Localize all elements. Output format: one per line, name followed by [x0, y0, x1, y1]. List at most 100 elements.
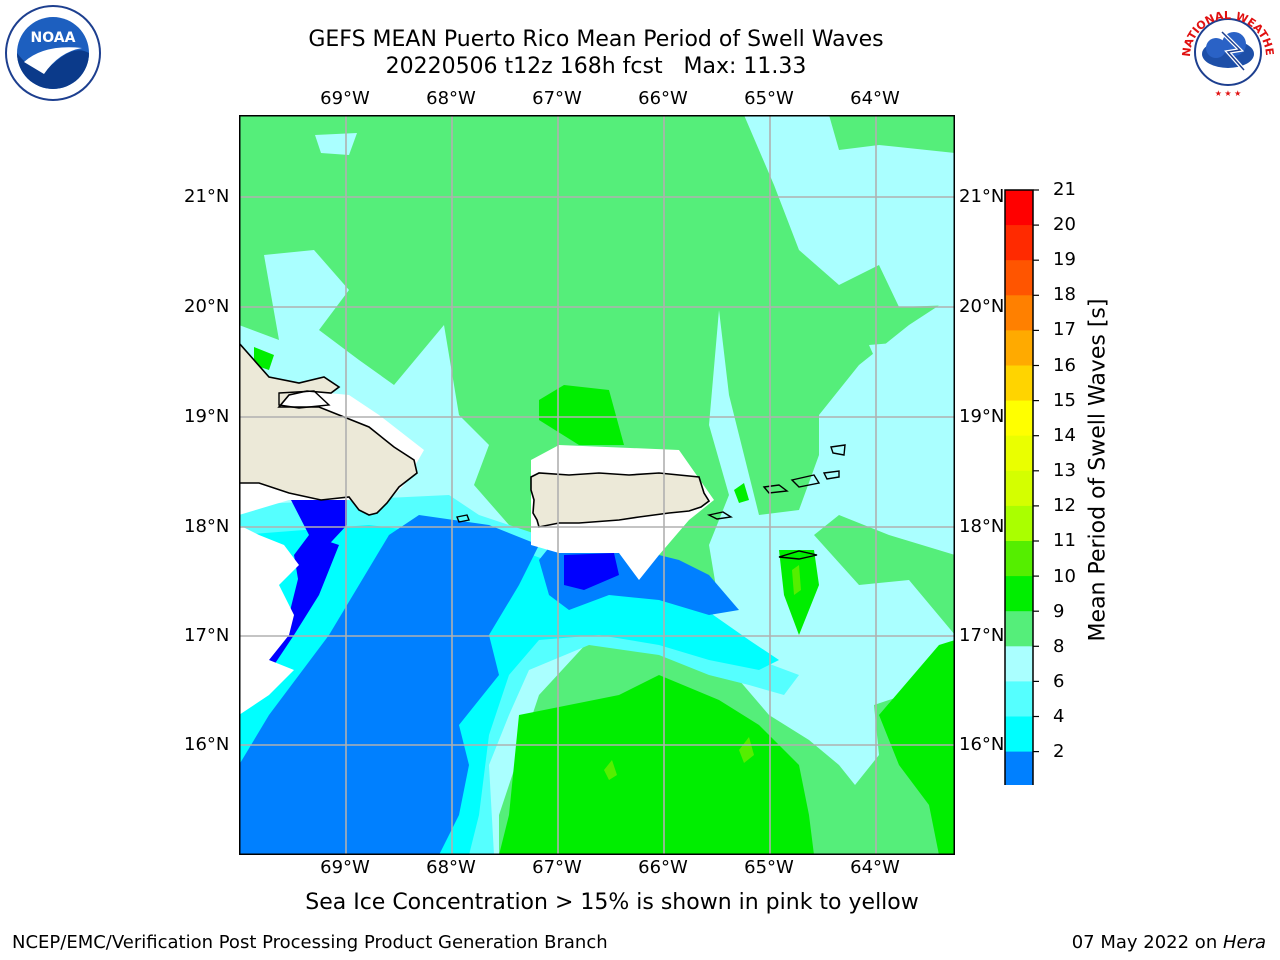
footer-date-text: 07 May 2022 on	[1071, 932, 1223, 953]
colorbar-frame	[1004, 189, 1034, 785]
lat-label-right: 18°N	[959, 516, 1005, 537]
colorbar-segment	[1005, 470, 1033, 507]
period-9-10-fill	[814, 515, 955, 635]
colorbar-segment	[1005, 751, 1033, 785]
land-virgin-islands	[822, 470, 840, 480]
period-8-9-fill	[869, 340, 934, 390]
land-anegada	[830, 444, 846, 456]
lon-label-bottom: 66°W	[638, 857, 688, 878]
lon-label-bottom: 68°W	[426, 857, 476, 878]
lat-label-left: 21°N	[184, 186, 230, 207]
swell-period-map	[239, 115, 955, 855]
colorbar-tick-label: 21	[1053, 179, 1076, 200]
colorbar-tick-label: 17	[1053, 319, 1076, 340]
colorbar	[1004, 189, 1039, 785]
period-11-12-fill	[739, 737, 754, 763]
colorbar-tick-label: 4	[1053, 706, 1065, 727]
nws-logo: NATIONAL WEATHER SERVICE ★ ★ ★	[1178, 2, 1276, 100]
colorbar-segment	[1005, 330, 1033, 366]
lat-label-left: 17°N	[184, 625, 230, 646]
land-mona-island	[456, 514, 470, 523]
lon-label-top: 69°W	[320, 88, 370, 109]
period-10-11-fill	[254, 347, 274, 370]
colorbar-tick-label: 12	[1053, 495, 1076, 516]
colorbar-segment	[1005, 295, 1033, 331]
noaa-logo: NOAA	[5, 5, 101, 101]
lon-label-top: 65°W	[744, 88, 794, 109]
period-10-11-fill	[779, 550, 819, 635]
colorbar-segment	[1005, 611, 1033, 647]
colorbar-segment	[1005, 190, 1033, 226]
footer-host: Hera	[1222, 932, 1266, 953]
lat-label-left: 20°N	[184, 296, 230, 317]
lat-label-left: 19°N	[184, 406, 230, 427]
colorbar-tick-label: 20	[1053, 214, 1076, 235]
footer-credit: NCEP/EMC/Verification Post Processing Pr…	[12, 932, 608, 953]
colorbar-segment	[1005, 225, 1033, 261]
colorbar-tick-label: 11	[1053, 530, 1076, 551]
colorbar-tick-label: 14	[1053, 425, 1076, 446]
land-samana	[278, 390, 331, 409]
lat-label-left: 16°N	[184, 734, 230, 755]
land-vieques	[706, 511, 733, 520]
land-virgin-islands	[790, 474, 821, 488]
noaa-logo-text: NOAA	[31, 30, 76, 46]
lon-label-top: 66°W	[638, 88, 688, 109]
no-data-area	[239, 525, 299, 715]
lat-label-right: 21°N	[959, 186, 1005, 207]
colorbar-segment	[1005, 260, 1033, 296]
land-st-croix	[778, 550, 818, 560]
lat-label-right: 16°N	[959, 734, 1005, 755]
period-10-11-fill	[539, 385, 624, 445]
colorbar-tick-label: 9	[1053, 601, 1065, 622]
colorbar-tick-label: 8	[1053, 636, 1065, 657]
svg-text:★ ★ ★: ★ ★ ★	[1215, 89, 1242, 98]
graticule	[239, 115, 955, 855]
period-10-11-fill	[879, 640, 955, 855]
map-title: GEFS MEAN Puerto Rico Mean Period of Swe…	[308, 27, 884, 52]
colorbar-tick-label: 18	[1053, 284, 1076, 305]
colorbar-segment	[1005, 435, 1033, 472]
colorbar-tick-label: 6	[1053, 671, 1065, 692]
colorbar-title: Mean Period of Swell Waves [s]	[1085, 298, 1111, 642]
period-2-4-fill	[239, 515, 539, 855]
period-8-9-fill	[744, 115, 955, 307]
colorbar-tick-label: 15	[1053, 390, 1076, 411]
colorbar-tick-label: 19	[1053, 249, 1076, 270]
lon-label-top: 64°W	[850, 88, 900, 109]
period-11-12-fill	[792, 565, 801, 595]
colorbar-segment	[1005, 365, 1033, 402]
lat-label-right: 20°N	[959, 296, 1005, 317]
lat-label-right: 17°N	[959, 625, 1005, 646]
period-under-2-fill	[291, 500, 347, 585]
lon-label-bottom: 67°W	[532, 857, 582, 878]
colorbar-segment	[1005, 541, 1033, 577]
lat-label-right: 19°N	[959, 406, 1005, 427]
colorbar-segment	[1005, 646, 1033, 682]
lon-label-top: 68°W	[426, 88, 476, 109]
colorbar-segment	[1005, 505, 1033, 542]
colorbar-segment	[1005, 576, 1033, 612]
colorbar-tick-label: 16	[1053, 355, 1076, 376]
period-11-12-fill	[604, 760, 617, 780]
land-virgin-islands	[762, 484, 789, 494]
colorbar-segment	[1005, 716, 1033, 753]
colorbar-tick-label: 10	[1053, 566, 1076, 587]
sea-ice-note: Sea Ice Concentration > 15% is shown in …	[305, 890, 919, 915]
lon-label-top: 67°W	[532, 88, 582, 109]
colorbar-tick-label: 13	[1053, 460, 1076, 481]
period-10-11-fill	[734, 483, 749, 503]
lon-label-bottom: 69°W	[320, 857, 370, 878]
map-subtitle: 20220506 t12z 168h fcst Max: 11.33	[385, 54, 807, 79]
land-hispaniola	[239, 341, 418, 516]
footer-date: 07 May 2022 on Hera	[1072, 932, 1266, 953]
lon-label-bottom: 64°W	[850, 857, 900, 878]
period-10-11-fill	[499, 675, 814, 855]
colorbar-segment	[1005, 681, 1033, 717]
lon-label-bottom: 65°W	[744, 857, 794, 878]
colorbar-tick-label: 2	[1053, 741, 1065, 762]
map-frame	[239, 115, 955, 855]
colorbar-segment	[1005, 400, 1033, 437]
lat-label-left: 18°N	[184, 516, 230, 537]
period-under-2-fill	[564, 553, 619, 590]
